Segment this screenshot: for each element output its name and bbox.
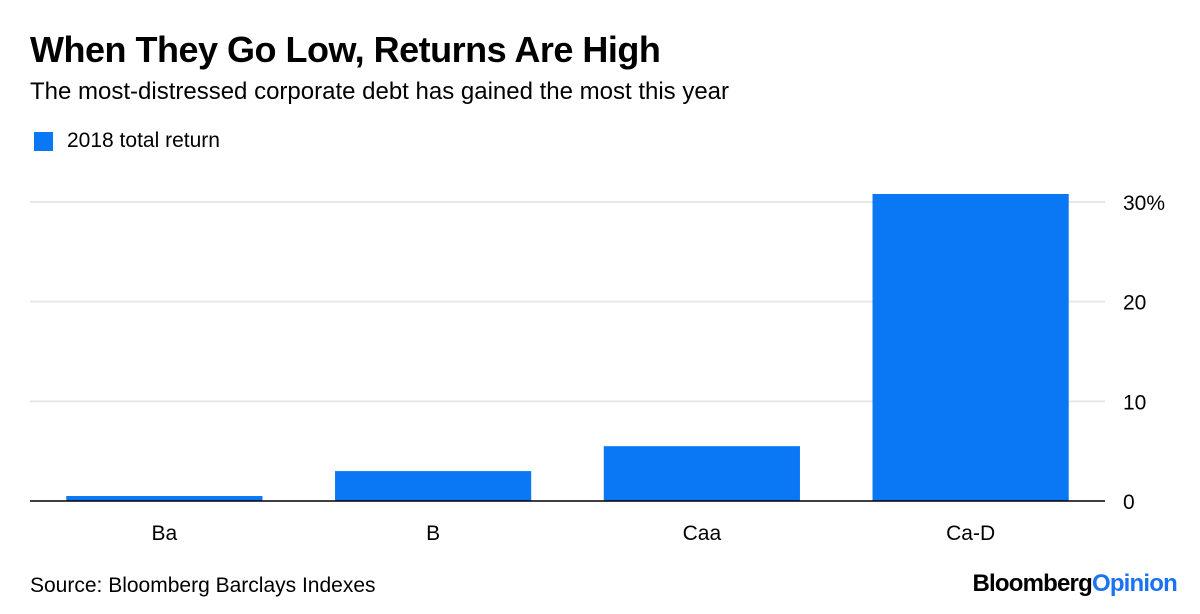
y-tick-label: 0 xyxy=(1123,491,1135,514)
brand-secondary: Opinion xyxy=(1091,570,1178,597)
y-tick-label: 10 xyxy=(1123,391,1146,414)
y-tick-label: 20 xyxy=(1123,292,1146,315)
bar xyxy=(335,471,532,501)
bar xyxy=(66,496,263,501)
brand-primary: Bloomberg xyxy=(972,570,1092,597)
y-tick-label: 30% xyxy=(1123,192,1165,215)
legend-label: 2018 total return xyxy=(67,129,220,152)
x-tick-label: B xyxy=(426,522,440,545)
bar xyxy=(872,193,1069,501)
source-note: Source: Bloomberg Barclays Indexes xyxy=(30,574,376,597)
legend-swatch xyxy=(34,131,53,151)
x-tick-label: Ba xyxy=(152,522,178,545)
bar-chart: 0 10 20 30% Ba B Caa Ca-D xyxy=(30,192,1165,545)
chart-subtitle: The most-distressed corporate debt has g… xyxy=(30,78,730,105)
chart-title: When They Go Low, Returns Are High xyxy=(30,29,661,70)
legend: 2018 total return xyxy=(34,128,220,154)
brand-logo: BloombergOpinion xyxy=(972,570,1177,598)
x-tick-label: Ca-D xyxy=(946,522,995,545)
bar xyxy=(603,446,800,501)
x-tick-label: Caa xyxy=(683,522,722,545)
